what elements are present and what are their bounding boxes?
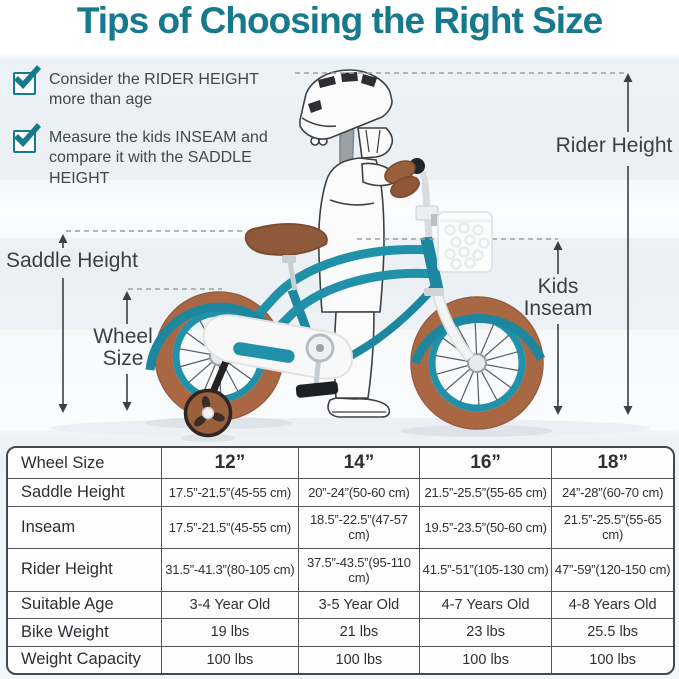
table-cell: 17.5”-21.5”(45-55 cm) <box>160 505 298 549</box>
table-cell: 21.5”-25.5”(55-65 cm) <box>418 478 552 506</box>
size-header-18: 18” <box>551 448 673 479</box>
table-cell: 100 lbs <box>297 645 419 673</box>
page-title: Tips of Choosing the Right Size <box>76 0 603 41</box>
tip-text: Measure the kids INSEAM and compare it w… <box>49 129 268 187</box>
row-label: Suitable Age <box>8 590 161 618</box>
table-cell: 100 lbs <box>160 645 298 673</box>
table-cell: 24”-28”(60-70 cm) <box>551 478 673 506</box>
label-wheel-size: Wheel Size <box>93 325 153 371</box>
table-cell: 4-8 Years Old <box>551 590 673 619</box>
row-label: Rider Height <box>8 548 161 591</box>
tip-rider-height: Consider the RIDER HEIGHT more than age <box>13 65 275 111</box>
table-cell: 31.5”-41.3”(80-105 cm) <box>160 548 298 591</box>
table-cell: 20”-24”(50-60 cm) <box>297 478 419 506</box>
table-cell: 41.5”-51”(105-130 cm) <box>418 548 552 591</box>
row-label: Bike Weight <box>8 618 161 645</box>
table-cell: 4-7 Years Old <box>418 590 552 619</box>
size-header-16: 16” <box>418 448 551 479</box>
table-cell: 19.5”-23.5”(50-60 cm) <box>418 505 552 549</box>
table-row-saddle-height: Saddle Height 17.5”-21.5”(45-55 cm) 20”-… <box>8 478 673 506</box>
table-row-weight-capacity: Weight Capacity 100 lbs 100 lbs 100 lbs … <box>8 645 673 673</box>
label-rider-height: Rider Height <box>555 134 673 157</box>
row-label: Weight Capacity <box>8 645 161 673</box>
table-header-row: Wheel Size 12” 14” 16” 18” <box>8 448 673 479</box>
table-row-inseam: Inseam 17.5”-21.5”(45-55 cm) 18.5”-22.5”… <box>8 505 673 549</box>
table-row-bike-weight: Bike Weight 19 lbs 21 lbs 23 lbs 25.5 lb… <box>8 618 673 646</box>
table-cell: 100 lbs <box>551 645 673 673</box>
table-cell: 3-5 Year Old <box>297 590 419 619</box>
tip-text: Consider the RIDER HEIGHT more than age <box>49 71 259 109</box>
checkbox-checked-icon <box>13 65 42 95</box>
checkbox-checked-icon <box>13 123 42 153</box>
table-cell: 23 lbs <box>418 618 552 646</box>
table-cell: 25.5 lbs <box>551 618 673 646</box>
table-cell: 3-4 Year Old <box>160 590 298 619</box>
size-header-14: 14” <box>297 448 419 479</box>
size-table: Wheel Size 12” 14” 16” 18” Saddle Height… <box>6 446 675 675</box>
table-cell: 37.5”-43.5”(95-110 cm) <box>297 548 419 591</box>
table-cell: 47”-59”(120-150 cm) <box>551 548 673 591</box>
table-cell: 17.5”-21.5”(45-55 cm) <box>160 478 298 506</box>
table-corner-label: Wheel Size <box>21 453 105 472</box>
row-label: Saddle Height <box>8 478 161 505</box>
tip-inseam: Measure the kids INSEAM and compare it w… <box>13 123 275 189</box>
table-cell: 21.5”-25.5”(55-65 cm) <box>551 505 673 549</box>
bell-icon <box>409 158 425 174</box>
table-cell: 19 lbs <box>160 618 298 646</box>
size-header-12: 12” <box>160 448 298 479</box>
table-cell: 18.5”-22.5”(47-57 cm) <box>297 505 419 549</box>
table-row-rider-height: Rider Height 31.5”-41.3”(80-105 cm) 37.5… <box>8 548 673 591</box>
table-row-suitable-age: Suitable Age 3-4 Year Old 3-5 Year Old 4… <box>8 590 673 619</box>
label-saddle-height: Saddle Height <box>6 249 138 272</box>
label-kids-inseam: Kids Inseam <box>523 275 593 321</box>
table-cell: 21 lbs <box>297 618 419 646</box>
table-cell: 100 lbs <box>418 645 552 673</box>
row-label: Inseam <box>8 505 161 549</box>
